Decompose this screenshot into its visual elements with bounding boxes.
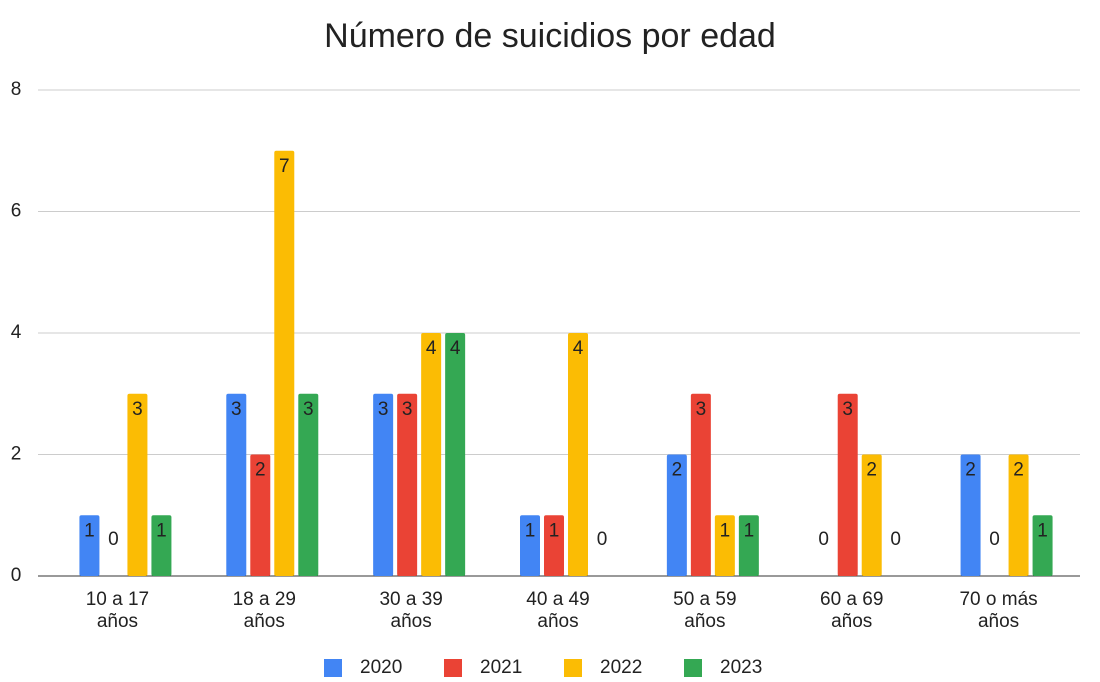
bar — [79, 515, 100, 576]
x-tick-label: 40 a 49 años — [526, 589, 589, 632]
value-label: 3 — [231, 399, 242, 420]
legend-swatch — [564, 659, 582, 677]
bar — [226, 393, 247, 576]
value-label: 1 — [720, 520, 731, 541]
bar — [373, 393, 394, 576]
legend-label: 2022 — [600, 657, 642, 678]
y-tick-label: 4 — [11, 322, 22, 343]
value-label: 3 — [378, 399, 389, 420]
value-label: 0 — [989, 529, 1000, 550]
value-label: 3 — [402, 399, 413, 420]
value-label: 2 — [965, 460, 976, 481]
value-label: 3 — [303, 399, 314, 420]
x-tick-label: 70 o más años — [959, 589, 1037, 632]
bar — [837, 393, 858, 576]
bar — [250, 454, 271, 576]
value-label: 4 — [450, 338, 461, 359]
legend-swatch — [444, 659, 462, 677]
value-label: 2 — [255, 460, 266, 481]
bar — [127, 393, 148, 576]
value-label: 4 — [426, 338, 437, 359]
chart-title: Número de suicidios por edad — [324, 17, 776, 55]
bar — [298, 393, 319, 576]
y-tick-label: 6 — [11, 201, 22, 222]
bar — [274, 150, 295, 576]
value-label: 2 — [672, 460, 683, 481]
bar — [666, 454, 687, 576]
x-tick-label: 50 a 59 años — [673, 589, 736, 632]
x-tick-label: 10 a 17 años — [86, 589, 149, 632]
legend-swatch — [324, 659, 342, 677]
value-label: 1 — [156, 520, 167, 541]
y-tick-label: 8 — [11, 79, 22, 100]
legend-label: 2021 — [480, 657, 522, 678]
bar — [397, 393, 418, 576]
legend-label: 2020 — [360, 657, 402, 678]
x-tick-label: 30 a 39 años — [379, 589, 442, 632]
value-label: 0 — [818, 529, 829, 550]
value-label: 0 — [108, 529, 119, 550]
bar — [520, 515, 540, 576]
value-label: 3 — [842, 399, 853, 420]
bar — [1008, 454, 1029, 576]
value-label: 0 — [597, 529, 608, 550]
value-label: 0 — [890, 529, 901, 550]
y-tick-label: 0 — [11, 565, 22, 586]
legend-label: 2023 — [720, 657, 762, 678]
legend-swatch — [684, 659, 702, 677]
bar — [690, 393, 711, 576]
y-tick-label: 2 — [11, 444, 22, 465]
value-label: 2 — [1013, 460, 1024, 481]
bar — [568, 333, 588, 576]
bar — [1032, 515, 1053, 576]
bar — [421, 333, 442, 576]
bar — [445, 333, 466, 576]
bar — [861, 454, 882, 576]
value-label: 1 — [744, 520, 755, 541]
value-label: 1 — [525, 520, 536, 541]
value-label: 3 — [696, 399, 707, 420]
bar — [544, 515, 564, 576]
value-label: 1 — [84, 520, 95, 541]
value-label: 1 — [1037, 520, 1048, 541]
x-tick-label: 18 a 29 años — [233, 589, 296, 632]
bar — [960, 454, 981, 576]
x-tick-label: 60 a 69 años — [820, 589, 883, 632]
value-label: 4 — [573, 338, 584, 359]
bar — [714, 515, 735, 576]
value-label: 7 — [279, 156, 290, 177]
value-label: 3 — [132, 399, 143, 420]
bar — [738, 515, 759, 576]
bar — [151, 515, 172, 576]
value-label: 1 — [549, 520, 560, 541]
value-label: 2 — [866, 460, 877, 481]
